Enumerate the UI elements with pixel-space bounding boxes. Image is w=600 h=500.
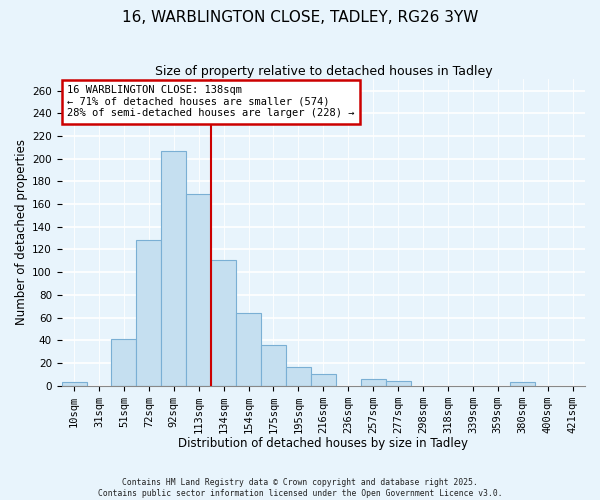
Text: 16, WARBLINGTON CLOSE, TADLEY, RG26 3YW: 16, WARBLINGTON CLOSE, TADLEY, RG26 3YW (122, 10, 478, 25)
Bar (161, 150, 186, 386)
X-axis label: Distribution of detached houses by size in Tadley: Distribution of detached houses by size … (178, 437, 469, 450)
Bar (510, 382, 535, 386)
Bar (386, 381, 410, 386)
Bar (311, 374, 336, 386)
Text: Contains HM Land Registry data © Crown copyright and database right 2025.
Contai: Contains HM Land Registry data © Crown c… (98, 478, 502, 498)
Bar (236, 313, 261, 386)
Bar (261, 345, 286, 386)
Y-axis label: Number of detached properties: Number of detached properties (15, 140, 28, 326)
Bar (186, 194, 211, 386)
Title: Size of property relative to detached houses in Tadley: Size of property relative to detached ho… (155, 65, 492, 78)
Bar (211, 260, 236, 386)
Text: 16 WARBLINGTON CLOSE: 138sqm
← 71% of detached houses are smaller (574)
28% of s: 16 WARBLINGTON CLOSE: 138sqm ← 71% of de… (67, 86, 355, 118)
Bar (361, 379, 386, 386)
Bar (62, 382, 86, 386)
Bar (112, 339, 136, 386)
Bar (136, 240, 161, 386)
Bar (286, 368, 311, 386)
